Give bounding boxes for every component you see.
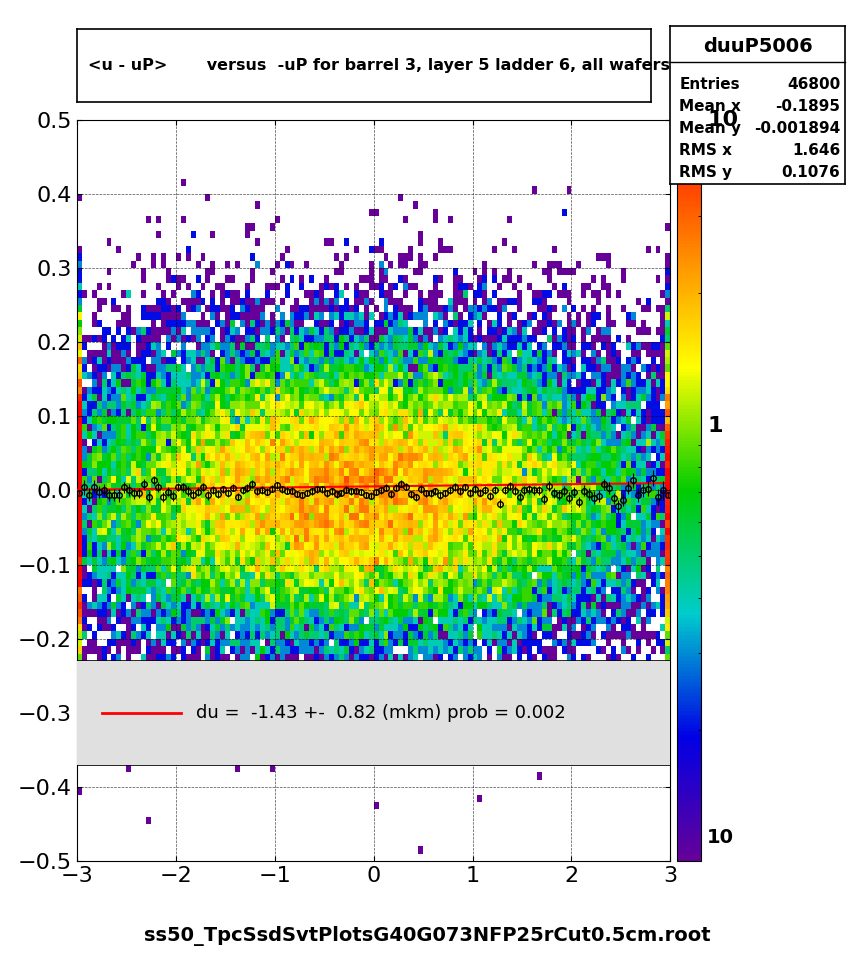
Text: Entries: Entries: [678, 77, 739, 92]
Text: -0.001894: -0.001894: [753, 121, 839, 136]
Text: -0.1895: -0.1895: [775, 99, 839, 114]
Text: <u - uP>       versus  -uP for barrel 3, layer 5 ladder 6, all wafers: <u - uP> versus -uP for barrel 3, layer …: [88, 58, 670, 73]
Text: 10: 10: [706, 110, 737, 129]
Text: RMS y: RMS y: [678, 166, 731, 180]
Text: 46800: 46800: [786, 77, 839, 92]
Bar: [77, 661, 670, 765]
Text: Mean y: Mean y: [678, 121, 740, 136]
Text: 0.1076: 0.1076: [780, 166, 839, 180]
Text: Mean x: Mean x: [678, 99, 740, 114]
Text: 10: 10: [706, 828, 734, 847]
Text: duuP5006: duuP5006: [702, 37, 812, 56]
Text: RMS x: RMS x: [678, 144, 731, 158]
Text: ss50_TpcSsdSvtPlotsG40G073NFP25rCut0.5cm.root: ss50_TpcSsdSvtPlotsG40G073NFP25rCut0.5cm…: [143, 925, 710, 946]
Text: 1.646: 1.646: [791, 144, 839, 158]
Text: 1: 1: [706, 416, 722, 435]
Text: du =  -1.43 +-  0.82 (mkm) prob = 0.002: du = -1.43 +- 0.82 (mkm) prob = 0.002: [195, 704, 565, 722]
